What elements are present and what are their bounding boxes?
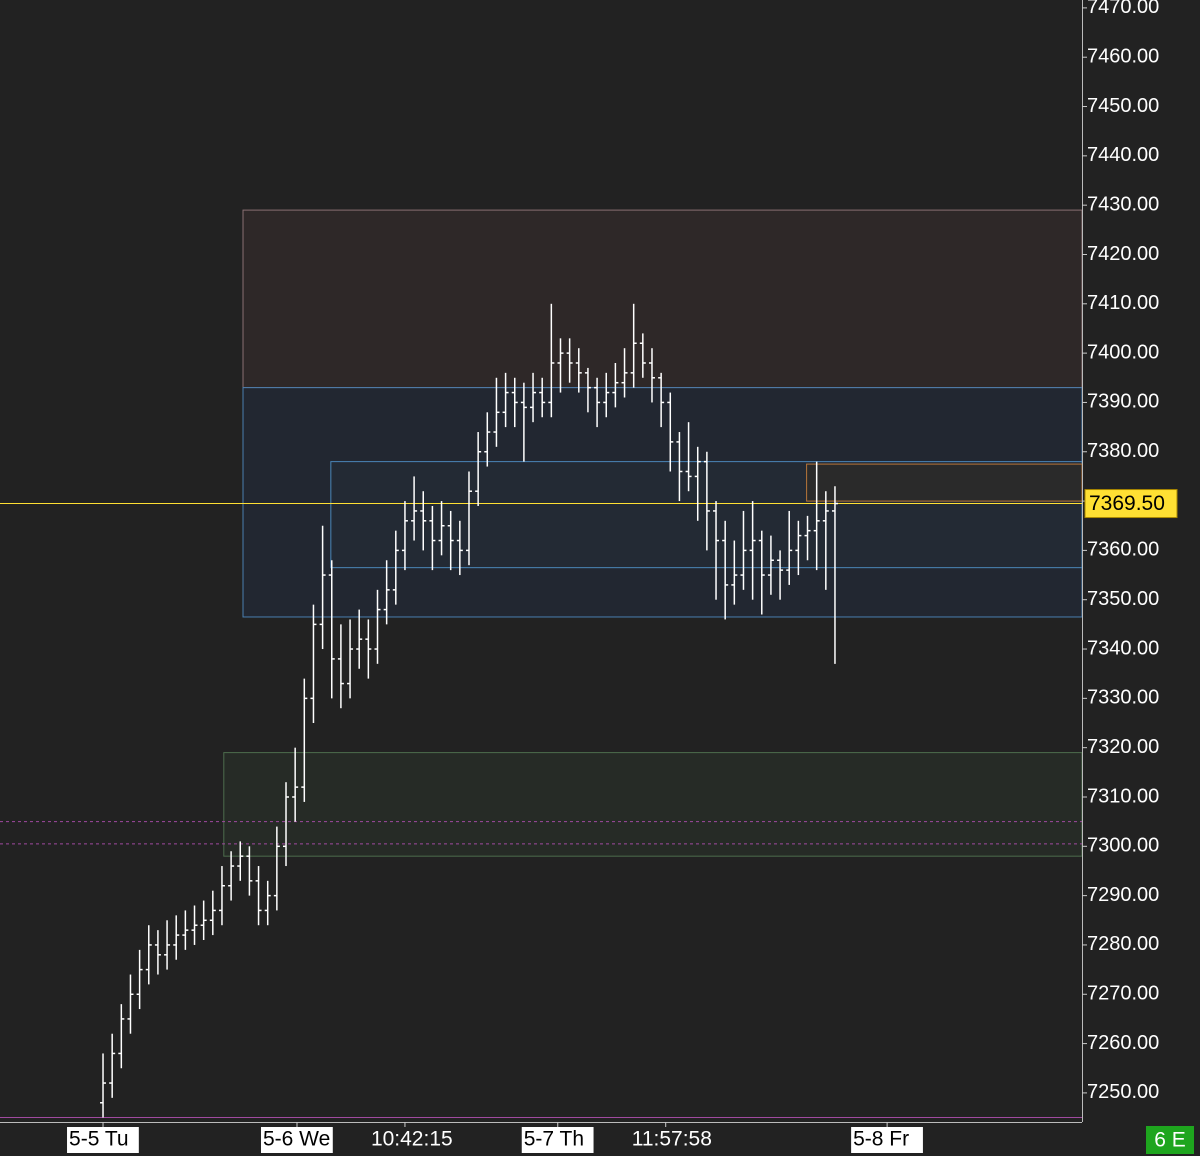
symbol-label: 6 E — [1154, 1129, 1186, 1152]
x-tick-box — [521, 1127, 594, 1153]
y-tick-label: 7340.00 — [1087, 637, 1159, 659]
zone — [223, 752, 1083, 857]
y-tick-label: 7260.00 — [1087, 1032, 1159, 1054]
last-price-label: 7369.50 — [1089, 492, 1165, 515]
y-tick-label: 7270.00 — [1087, 983, 1159, 1005]
y-tick-label: 7380.00 — [1087, 440, 1159, 462]
zone — [242, 209, 1083, 389]
y-tick-label: 7450.00 — [1087, 95, 1159, 117]
x-tick-box — [67, 1127, 139, 1153]
y-tick-label: 7310.00 — [1087, 785, 1159, 807]
x-tick-label: 5-6 We — [263, 1128, 330, 1151]
y-tick-label: 7330.00 — [1087, 687, 1159, 709]
y-tick-label: 7390.00 — [1087, 391, 1159, 413]
x-tick-label: 5-8 Fr — [853, 1128, 909, 1151]
y-tick-label: 7420.00 — [1087, 243, 1159, 265]
symbol-badge — [1146, 1126, 1194, 1154]
y-tick-label: 7320.00 — [1087, 736, 1159, 758]
y-tick-label: 7460.00 — [1087, 45, 1159, 67]
x-tick-label: 5-5 Tu — [69, 1128, 129, 1151]
y-tick-label: 7470.00 — [1087, 0, 1159, 18]
x-tick-label: 10:42:15 — [371, 1128, 453, 1151]
x-tick-box — [851, 1127, 923, 1153]
y-tick-label: 7440.00 — [1087, 144, 1159, 166]
x-tick-box — [260, 1127, 333, 1153]
y-tick-label: 7350.00 — [1087, 588, 1159, 610]
y-tick-label: 7430.00 — [1087, 193, 1159, 215]
last-price-box — [1084, 489, 1178, 519]
y-tick-label: 7410.00 — [1087, 292, 1159, 314]
y-tick-label: 7300.00 — [1087, 835, 1159, 857]
y-tick-label: 7400.00 — [1087, 341, 1159, 363]
x-tick-label: 11:57:58 — [632, 1128, 712, 1151]
zone — [806, 463, 1083, 502]
y-tick-label: 7290.00 — [1087, 884, 1159, 906]
x-tick-label: 5-7 Th — [524, 1128, 584, 1151]
y-tick-label: 7280.00 — [1087, 933, 1159, 955]
y-tick-label: 7250.00 — [1087, 1081, 1159, 1103]
y-tick-label: 7360.00 — [1087, 539, 1159, 561]
